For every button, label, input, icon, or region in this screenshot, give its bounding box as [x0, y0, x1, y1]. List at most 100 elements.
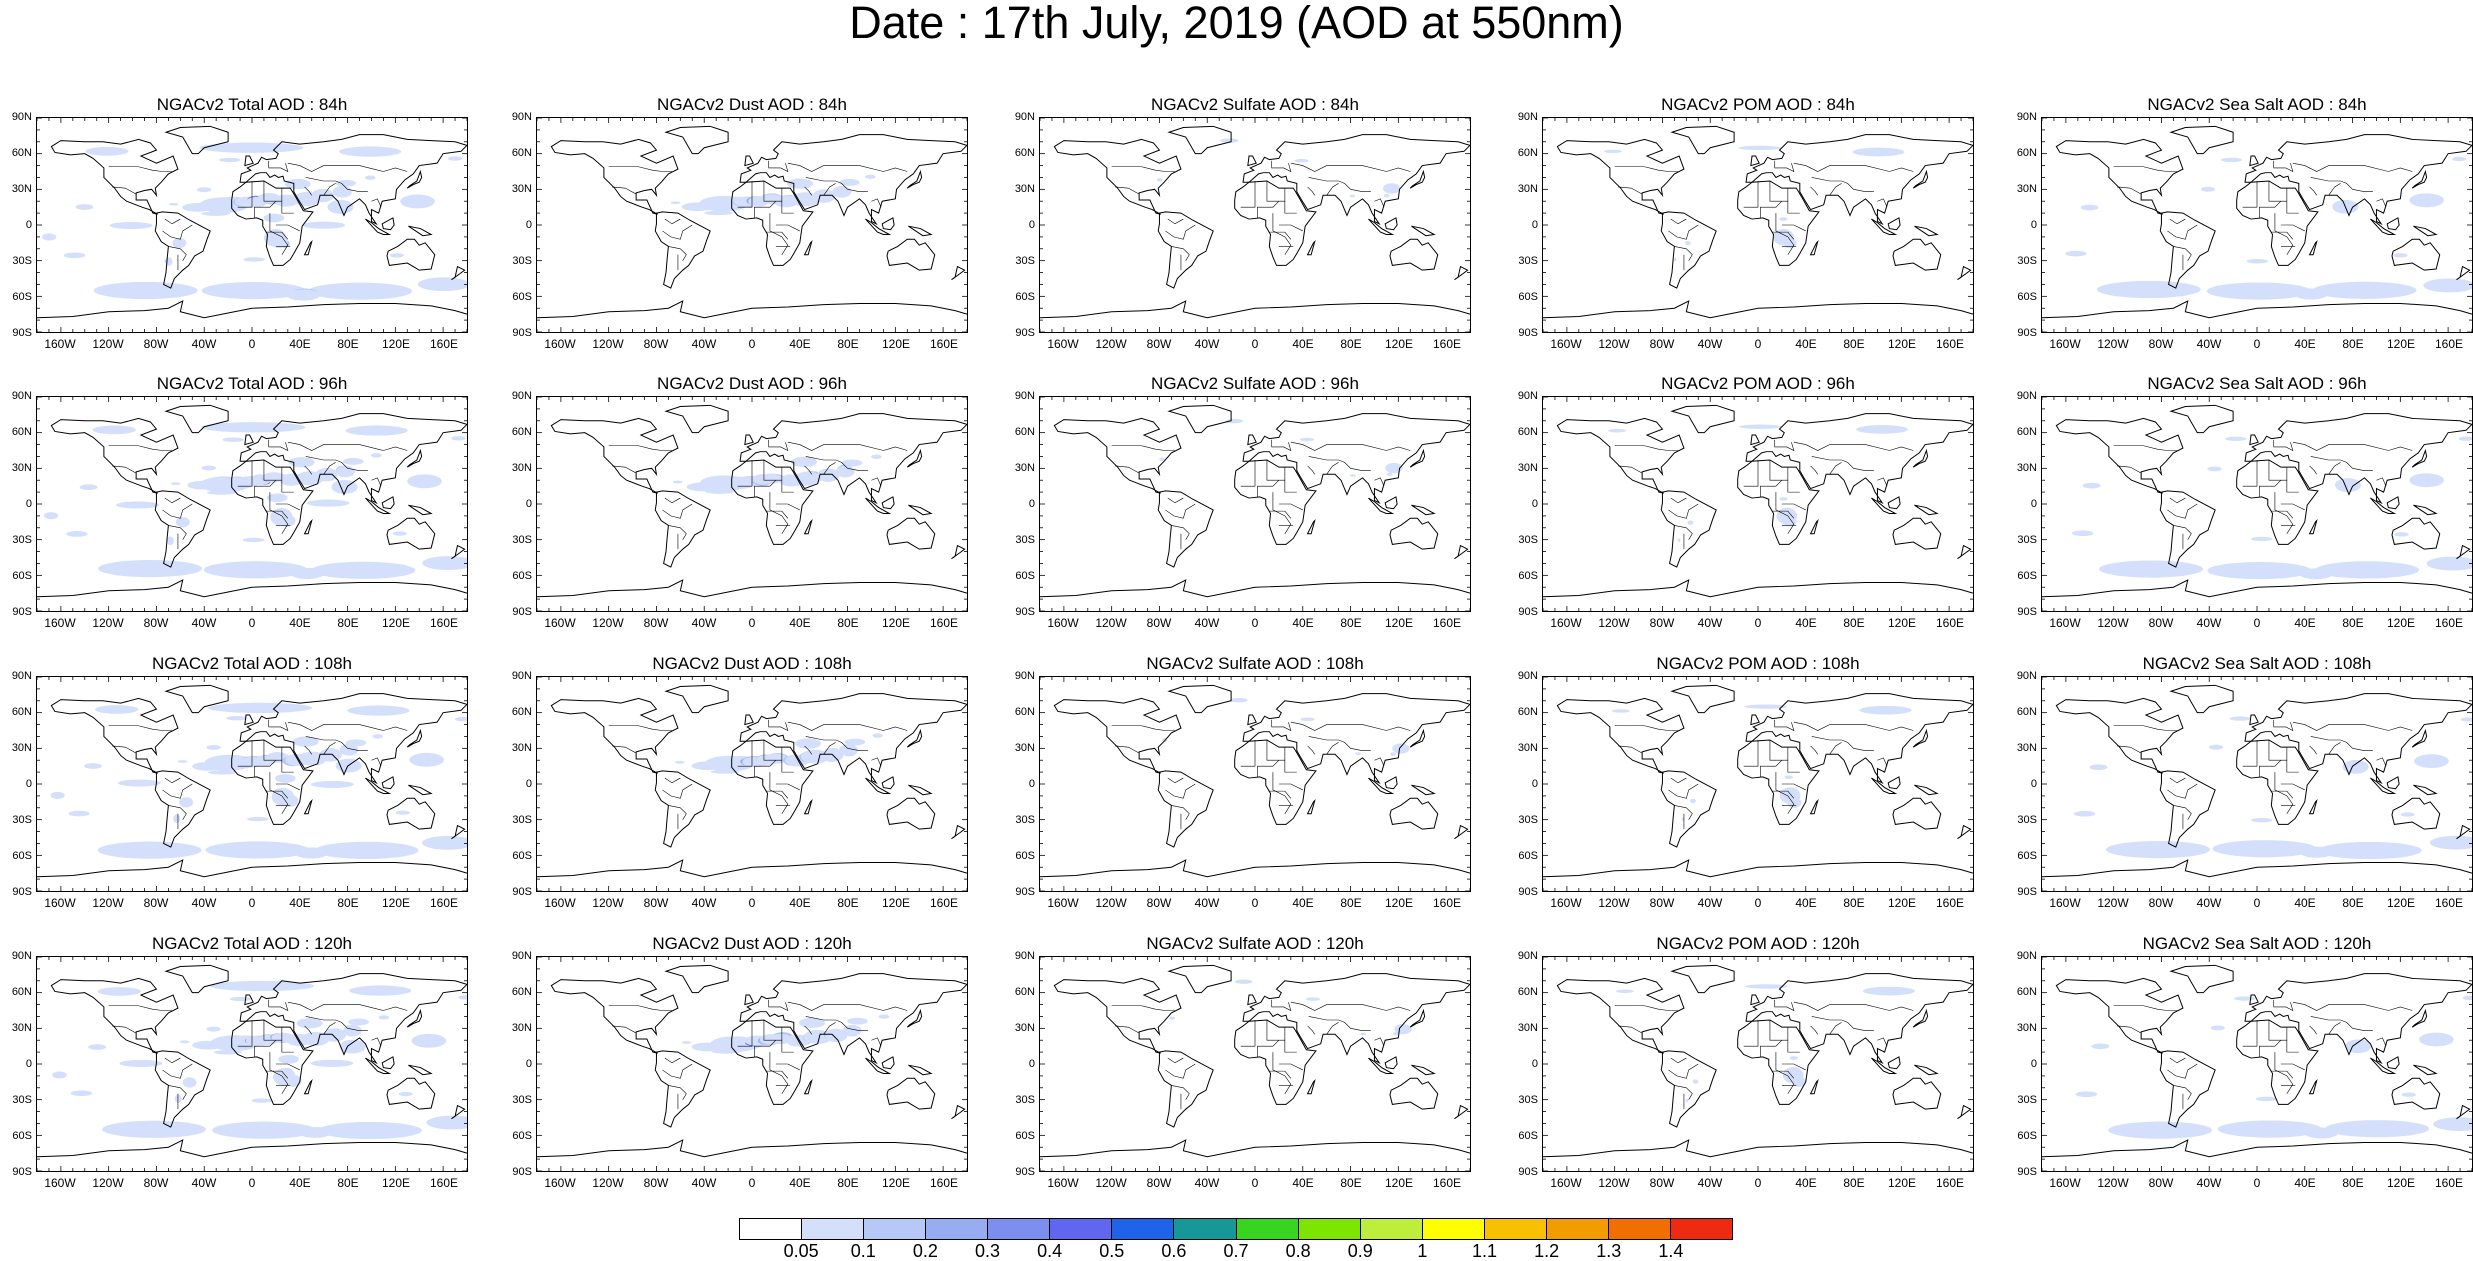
lat-label: 60N: [2016, 426, 2037, 438]
lat-label: 90N: [1014, 111, 1035, 123]
colorbar-label: 1.2: [1534, 1241, 1560, 1261]
aod-contour: [1608, 428, 1627, 433]
aod-contour: [201, 422, 306, 433]
aod-contour: [1782, 516, 1797, 527]
panel-title: NGACv2 POM AOD : 120h: [1656, 934, 1860, 953]
coastline: [906, 169, 923, 189]
country-border: [664, 777, 681, 784]
axis-ticks: [37, 957, 467, 1171]
axis-ticks: [2042, 677, 2472, 891]
lat-label: 0: [1531, 498, 1538, 510]
lat-label: 0: [2030, 778, 2037, 790]
coastline: [1053, 138, 1182, 215]
map-canvas: [37, 677, 467, 891]
country-border: [2113, 166, 2177, 172]
aod-contour: [2460, 717, 2472, 722]
aod-contour: [117, 779, 161, 787]
lat-label: 30N: [1517, 462, 1538, 474]
aod-contour: [812, 189, 836, 203]
aod-contour: [795, 738, 822, 749]
aod-contour: [839, 178, 860, 186]
country-border: [1374, 198, 1385, 208]
country-border: [2259, 1040, 2282, 1057]
coastline: [408, 504, 433, 516]
lat-label: 30N: [1014, 742, 1035, 754]
coastline: [1914, 1064, 1939, 1076]
country-border: [2310, 1016, 2373, 1032]
panel-title: NGACv2 Sulfate AOD : 108h: [1146, 654, 1364, 673]
aod-contour: [422, 556, 467, 570]
coastlines: [1040, 404, 1470, 598]
coastline: [1670, 404, 1735, 434]
aod-contour: [392, 531, 407, 536]
coastlines: [1040, 125, 1470, 319]
country-border: [2309, 186, 2317, 196]
lon-label: 40W: [191, 1176, 217, 1190]
aod-contour: [2401, 1092, 2416, 1097]
country-border: [287, 1001, 408, 1011]
coastline: [365, 497, 392, 515]
aod-contour: [2099, 560, 2203, 578]
lat-label: 90S: [512, 1166, 532, 1178]
lon-label: 120E: [2386, 337, 2416, 351]
lon-label: 160E: [1935, 337, 1965, 351]
lon-label: 40W: [191, 616, 217, 630]
aod-contour: [85, 146, 129, 156]
lon-label: 80E: [1340, 616, 1362, 630]
lat-label: 60S: [512, 1130, 532, 1142]
map-panel-total-108h: NGACv2 Total AOD : 108h 90N 60N 30N 0 30S 60S 9…: [0, 654, 468, 912]
country-border: [1811, 177, 1874, 193]
country-border: [371, 477, 382, 487]
coastline: [50, 138, 179, 215]
aod-map: [1542, 396, 1974, 612]
lat-label: 90N: [11, 111, 32, 123]
aod-contour: [1349, 474, 1356, 477]
lon-label: 80E: [837, 337, 859, 351]
country-border: [2117, 465, 2142, 474]
aod-contour: [207, 490, 236, 495]
aod-contour: [310, 780, 354, 788]
map-panel-seasalt-96h: NGACv2 Sea Salt AOD : 96h 90N 60N 30N 0 30S 60…: [2005, 374, 2473, 632]
coastline: [408, 225, 433, 237]
country-border: [1775, 213, 1795, 255]
country-border: [1769, 460, 1800, 493]
country-border: [2273, 160, 2294, 173]
aod-contour: [1392, 743, 1410, 754]
country-border: [1374, 477, 1385, 487]
antarctica-coast: [2042, 1139, 2472, 1158]
coastline: [881, 496, 895, 510]
country-border: [1240, 740, 1256, 767]
aod-map: [1039, 117, 1471, 333]
lon-label: 120E: [1887, 1176, 1917, 1190]
country-border: [1829, 742, 1842, 755]
country-border: [1743, 181, 1759, 208]
coastline: [1389, 517, 1439, 550]
lat-label: 0: [2030, 1058, 2037, 1070]
lon-label: 160W: [2049, 616, 2081, 630]
aod-field: [43, 422, 467, 579]
lon-label: 120E: [881, 1176, 911, 1190]
coastline: [386, 517, 436, 550]
lat-label: 0: [525, 1058, 532, 1070]
coastline: [303, 518, 313, 535]
coastlines: [537, 964, 967, 1158]
lon-label: 120W: [592, 1176, 624, 1190]
aod-contour: [286, 289, 321, 301]
aod-contour: [2299, 568, 2333, 580]
aod-contour: [1687, 520, 1694, 525]
coastline: [1871, 777, 1898, 795]
country-border: [1810, 465, 1818, 475]
coastline: [1234, 1019, 1317, 1105]
aod-contour: [2075, 1091, 2098, 1098]
country-border: [2292, 441, 2413, 451]
lon-label: 160E: [429, 337, 459, 351]
country-border: [823, 742, 836, 755]
map-canvas: [37, 957, 467, 1171]
coastline: [1737, 739, 1820, 825]
coastline: [244, 714, 254, 726]
lat-label: 90N: [1517, 670, 1538, 682]
antarctica-coast: [1040, 579, 1470, 598]
country-border: [268, 160, 289, 173]
aod-map: [2041, 956, 2473, 1172]
coastline: [886, 238, 936, 271]
